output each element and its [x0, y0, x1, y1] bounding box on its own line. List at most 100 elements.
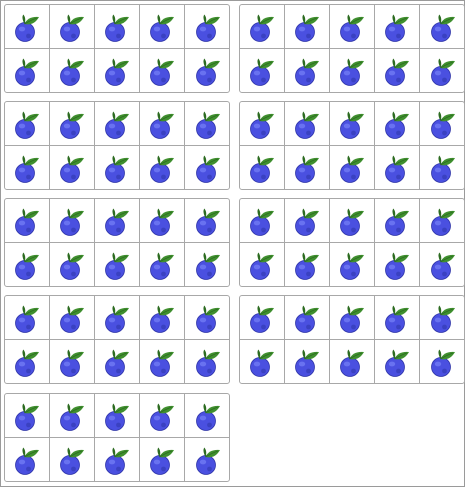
ten-frame-cell	[285, 5, 330, 49]
blueberry-icon	[60, 447, 84, 475]
blueberry-icon	[15, 252, 39, 280]
blueberry-icon	[105, 58, 129, 86]
blueberry-icon	[340, 349, 364, 377]
ten-frame-cell	[285, 296, 330, 340]
blueberry-icon	[150, 155, 174, 183]
blueberry-icon	[60, 305, 84, 333]
ten-frame-cell	[285, 146, 330, 189]
ten-frame-cell	[330, 199, 375, 243]
ten-frame-cell	[240, 146, 285, 189]
blueberry-icon	[15, 155, 39, 183]
blueberry-icon	[295, 111, 319, 139]
ten-frame-cell	[330, 5, 375, 49]
ten-frame-cell	[95, 49, 140, 92]
ten-frame-cell	[5, 243, 50, 286]
ten-frame-8	[239, 295, 465, 384]
ten-frame-cell	[50, 296, 95, 340]
blueberry-icon	[15, 111, 39, 139]
blueberry-icon	[430, 155, 455, 183]
blueberry-icon	[195, 111, 220, 139]
ten-frame-cell	[330, 340, 375, 383]
blueberry-icon	[15, 208, 39, 236]
blueberry-icon	[60, 252, 84, 280]
ten-frame-cell	[140, 243, 185, 286]
blueberry-icon	[340, 111, 364, 139]
ten-frame-cell	[140, 296, 185, 340]
blueberry-icon	[195, 403, 220, 431]
ten-frame-cell	[95, 296, 140, 340]
ten-frame-cell	[285, 102, 330, 146]
ten-frame-cell	[375, 199, 420, 243]
ten-frame-cell	[185, 243, 229, 286]
ten-frame-cell	[185, 49, 229, 92]
ten-frame-cell	[185, 199, 229, 243]
ten-frame-cell	[140, 438, 185, 481]
ten-frame-cell	[285, 49, 330, 92]
blueberry-icon	[295, 14, 319, 42]
ten-frame-cell	[140, 102, 185, 146]
ten-frame-cell	[95, 243, 140, 286]
ten-frame-4	[239, 101, 465, 190]
ten-frame-cell	[5, 394, 50, 438]
blueberry-icon	[195, 14, 220, 42]
blueberry-icon	[105, 111, 129, 139]
blueberry-icon	[60, 14, 84, 42]
blueberry-icon	[430, 58, 455, 86]
blueberry-icon	[340, 305, 364, 333]
ten-frame-cell	[5, 5, 50, 49]
ten-frame-cell	[185, 394, 229, 438]
ten-frame-cell	[375, 243, 420, 286]
ten-frame-cell	[140, 49, 185, 92]
ten-frame-cell	[285, 199, 330, 243]
blueberry-icon	[150, 403, 174, 431]
ten-frame-cell	[50, 199, 95, 243]
ten-frame-cell	[50, 5, 95, 49]
ten-frame-cell	[330, 102, 375, 146]
blueberry-icon	[15, 58, 39, 86]
blueberry-icon	[250, 111, 274, 139]
ten-frame-cell	[95, 340, 140, 383]
blueberry-icon	[385, 14, 409, 42]
ten-frame-cell	[140, 199, 185, 243]
blueberry-icon	[430, 14, 455, 42]
ten-frame-cell	[185, 340, 229, 383]
blueberry-icon	[250, 14, 274, 42]
blueberry-icon	[430, 349, 455, 377]
blueberry-icon	[295, 58, 319, 86]
ten-frame-cell	[185, 146, 229, 189]
ten-frame-cell	[5, 49, 50, 92]
blueberry-icon	[15, 14, 39, 42]
ten-frame-cell	[140, 5, 185, 49]
ten-frame-cell	[420, 243, 464, 286]
ten-frame-cell	[240, 296, 285, 340]
blueberry-icon	[385, 155, 409, 183]
blueberry-icon	[60, 111, 84, 139]
ten-frame-cell	[95, 146, 140, 189]
ten-frame-cell	[285, 243, 330, 286]
blueberry-icon	[150, 447, 174, 475]
ten-frame-cell	[420, 5, 464, 49]
ten-frame-cell	[50, 438, 95, 481]
ten-frame-cell	[5, 146, 50, 189]
ten-frame-cell	[285, 340, 330, 383]
ten-frame-cell	[375, 49, 420, 92]
ten-frame-cell	[50, 243, 95, 286]
blueberry-icon	[150, 208, 174, 236]
ten-frame-cell	[50, 49, 95, 92]
ten-frame-cell	[185, 296, 229, 340]
ten-frame-1	[4, 4, 230, 93]
ten-frame-cell	[375, 102, 420, 146]
ten-frame-cell	[420, 340, 464, 383]
ten-frame-cell	[95, 102, 140, 146]
blueberry-icon	[250, 155, 274, 183]
blueberry-icon	[385, 111, 409, 139]
blueberry-icon	[195, 447, 220, 475]
ten-frame-cell	[140, 146, 185, 189]
ten-frame-cell	[50, 340, 95, 383]
blueberry-icon	[15, 349, 39, 377]
ten-frame-cell	[240, 49, 285, 92]
blueberry-icon	[295, 349, 319, 377]
ten-frame-cell	[95, 5, 140, 49]
blueberry-icon	[15, 305, 39, 333]
